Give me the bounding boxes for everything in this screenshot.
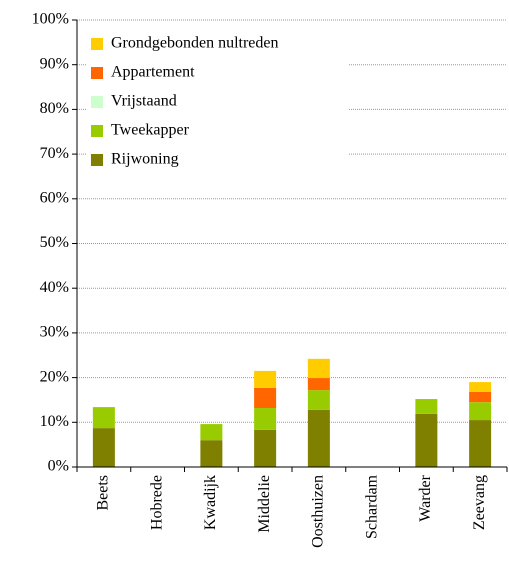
legend: Grondgebonden nultreden Appartement Vrijst… bbox=[86, 30, 348, 178]
bar-segment bbox=[307, 390, 330, 410]
y-tick-label: 70% bbox=[40, 145, 69, 162]
bar-segment bbox=[469, 420, 492, 467]
legend-label: Grondgebonden nultreden bbox=[111, 35, 279, 52]
bar-segment bbox=[415, 413, 438, 467]
legend-background bbox=[86, 30, 348, 178]
legend-label: Rijwoning bbox=[111, 151, 179, 168]
bar-segment bbox=[307, 409, 330, 467]
legend-label: Vrijstaand bbox=[111, 93, 177, 110]
y-tick-label: 50% bbox=[40, 234, 69, 251]
bar-segment bbox=[307, 378, 330, 391]
y-tick-label: 100% bbox=[32, 11, 69, 28]
legend-swatch bbox=[91, 67, 103, 79]
legend-swatch bbox=[91, 125, 103, 137]
bar-segment bbox=[307, 358, 330, 379]
y-tick-label: 90% bbox=[40, 55, 69, 72]
x-tick-label: Oosthuizen bbox=[310, 475, 327, 548]
bar-segment bbox=[415, 399, 438, 414]
bar-segment bbox=[254, 387, 277, 408]
legend-label: Appartement bbox=[111, 64, 195, 81]
y-tick-label: 30% bbox=[40, 324, 69, 341]
bar-segment bbox=[254, 429, 277, 467]
bar-segment bbox=[469, 382, 492, 392]
bar-segment bbox=[200, 424, 223, 441]
x-tick-label: Hobrede bbox=[148, 475, 165, 530]
y-tick-label: 80% bbox=[40, 100, 69, 117]
y-tick-label: 10% bbox=[40, 413, 69, 430]
bar-segment bbox=[254, 370, 277, 388]
bar-segment bbox=[469, 402, 492, 421]
legend-swatch bbox=[91, 154, 103, 166]
x-tick-label: Schardam bbox=[363, 474, 380, 539]
y-tick-label: 40% bbox=[40, 279, 69, 296]
bar-segment bbox=[469, 391, 492, 403]
bar-segment bbox=[92, 407, 115, 429]
legend-swatch bbox=[91, 96, 103, 108]
bar-segment bbox=[92, 428, 115, 467]
bar-segment bbox=[200, 440, 223, 467]
x-tick-label: Kwadijk bbox=[202, 475, 219, 530]
x-tick-label: Middelie bbox=[256, 475, 273, 533]
bar-segment bbox=[254, 407, 277, 430]
y-tick-label: 0% bbox=[48, 458, 69, 475]
legend-label: Tweekapper bbox=[111, 122, 190, 139]
x-tick-label: Zeevang bbox=[471, 475, 488, 530]
x-tick-label: Warder bbox=[417, 474, 434, 521]
y-tick-label: 60% bbox=[40, 189, 69, 206]
x-tick-label: Beets bbox=[95, 475, 112, 511]
y-tick-label: 20% bbox=[40, 368, 69, 385]
legend-swatch bbox=[91, 38, 103, 50]
